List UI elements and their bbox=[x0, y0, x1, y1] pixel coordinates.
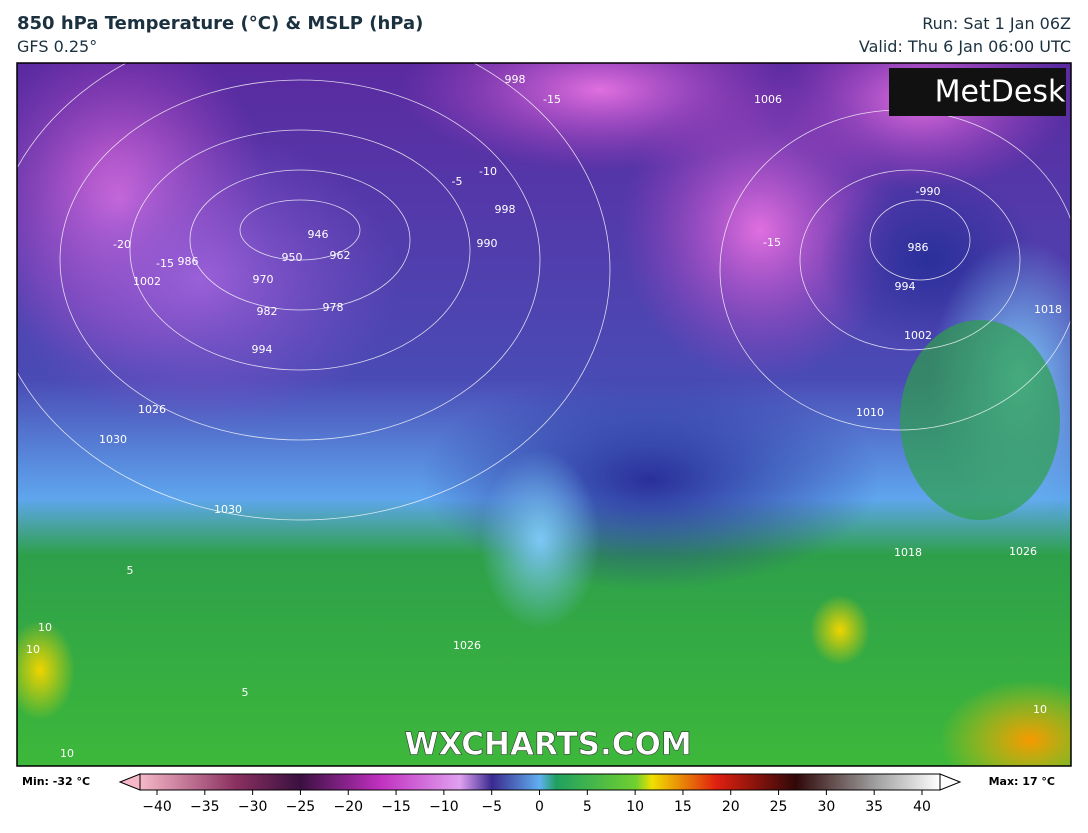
colorbar-tick-label: 40 bbox=[913, 799, 931, 815]
contour-label: 950 bbox=[282, 251, 303, 264]
contour-label: 986 bbox=[908, 241, 929, 254]
contour-label: 1002 bbox=[133, 275, 161, 288]
contour-label: 1002 bbox=[904, 329, 932, 342]
contour-label: 982 bbox=[257, 305, 278, 318]
contour-label: 1006 bbox=[754, 93, 782, 106]
colorbar-tick-label: −25 bbox=[286, 799, 316, 815]
contour-label: 946 bbox=[308, 228, 329, 241]
subtitle: GFS 0.25° bbox=[17, 37, 98, 56]
colorbar-tick-label: 10 bbox=[626, 799, 644, 815]
contour-label: 994 bbox=[252, 343, 273, 356]
colorbar-tick-label: −15 bbox=[381, 799, 411, 815]
colorbar-tick-label: −20 bbox=[333, 799, 363, 815]
contour-label: 10 bbox=[26, 643, 40, 656]
contour-label: -15 bbox=[156, 257, 174, 270]
contour-label: 5 bbox=[242, 686, 249, 699]
contour-label: 986 bbox=[178, 255, 199, 268]
contour-label: -10 bbox=[479, 165, 497, 178]
colorbar-tick-label: 35 bbox=[865, 799, 883, 815]
contour-label: 10 bbox=[60, 747, 74, 760]
contour-label: -5 bbox=[452, 175, 463, 188]
contour-label: 10 bbox=[1033, 703, 1047, 716]
contour-label: 1030 bbox=[214, 503, 242, 516]
contour-label: 1010 bbox=[856, 406, 884, 419]
contour-label: 1018 bbox=[894, 546, 922, 559]
contour-label: -20 bbox=[113, 238, 131, 251]
map bbox=[17, 63, 1071, 766]
colorbar-tick-label: −35 bbox=[190, 799, 220, 815]
colorbar-tick-label: 25 bbox=[770, 799, 788, 815]
contour-label: 10 bbox=[38, 621, 52, 634]
contour-label: 5 bbox=[127, 564, 134, 577]
colorbar-tick-label: −30 bbox=[238, 799, 268, 815]
colorbar-tick-label: −5 bbox=[481, 799, 502, 815]
colorbar-tick-label: 0 bbox=[535, 799, 544, 815]
contour-label: -15 bbox=[543, 93, 561, 106]
contour-label: 1026 bbox=[453, 639, 481, 652]
contour-label: 998 bbox=[495, 203, 516, 216]
colorbar-tick-label: 15 bbox=[674, 799, 692, 815]
colorbar-max: Max: 17 °C bbox=[989, 775, 1055, 788]
contour-label: -990 bbox=[916, 185, 941, 198]
contour-label: 990 bbox=[477, 237, 498, 250]
colorbar-tick-label: −10 bbox=[429, 799, 459, 815]
colorbar-tick-label: 5 bbox=[583, 799, 592, 815]
contour-label: 962 bbox=[330, 249, 351, 262]
valid-time: Valid: Thu 6 Jan 06:00 UTC bbox=[858, 37, 1071, 56]
contour-label: 978 bbox=[323, 301, 344, 314]
colorbar-min: Min: -32 °C bbox=[22, 775, 90, 788]
logo: MetDesk bbox=[935, 75, 1066, 110]
contour-label: 994 bbox=[895, 280, 916, 293]
colorbar-tick-label: −40 bbox=[142, 799, 172, 815]
contour-label: 1026 bbox=[1009, 545, 1037, 558]
contour-label: 1026 bbox=[138, 403, 166, 416]
colorbar-tick-label: 30 bbox=[817, 799, 835, 815]
watermark: WXCHARTS.COM bbox=[404, 727, 691, 763]
contour-label: -15 bbox=[763, 236, 781, 249]
contour-label: 970 bbox=[253, 273, 274, 286]
contour-label: 1018 bbox=[1034, 303, 1062, 316]
title: 850 hPa Temperature (°C) & MSLP (hPa) bbox=[17, 13, 424, 34]
contour-label: 998 bbox=[505, 73, 526, 86]
run-time: Run: Sat 1 Jan 06Z bbox=[922, 14, 1071, 33]
colorbar-tick-label: 20 bbox=[722, 799, 740, 815]
contour-label: 1030 bbox=[99, 433, 127, 446]
